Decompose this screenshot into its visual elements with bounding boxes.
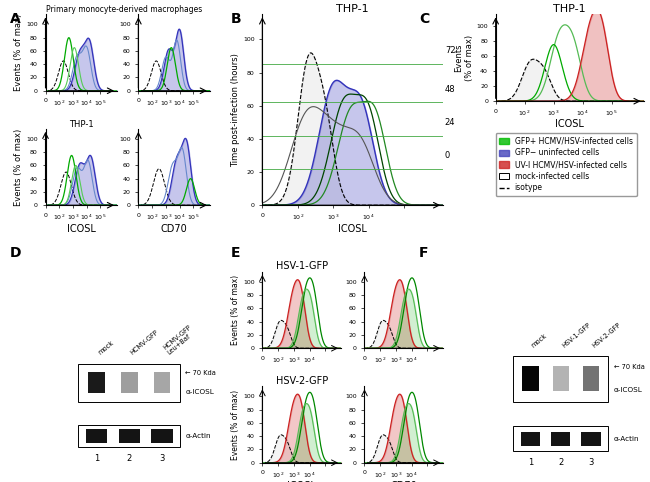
X-axis label: ICOSL: ICOSL — [338, 224, 367, 234]
Text: 3: 3 — [159, 454, 164, 463]
Text: α-ICOSL: α-ICOSL — [614, 387, 643, 393]
Text: 72: 72 — [445, 46, 456, 55]
Text: 1: 1 — [528, 457, 533, 467]
FancyBboxPatch shape — [79, 363, 180, 402]
Text: ← 70 Kda: ← 70 Kda — [185, 370, 216, 376]
Text: α-ICOSL: α-ICOSL — [185, 389, 214, 395]
Y-axis label: Events (% of max): Events (% of max) — [231, 275, 240, 345]
Text: F: F — [419, 246, 429, 260]
Bar — [552, 366, 569, 391]
Title: THP-1: THP-1 — [69, 120, 94, 129]
Bar — [521, 432, 540, 445]
X-axis label: ICOSL: ICOSL — [67, 224, 96, 234]
Text: mock: mock — [530, 332, 548, 348]
Text: mock: mock — [97, 340, 114, 356]
Text: HCMV-GFP
Leu+Baf: HCMV-GFP Leu+Baf — [162, 323, 197, 356]
Bar — [551, 432, 570, 445]
FancyBboxPatch shape — [79, 425, 180, 447]
Y-axis label: Events (% of max): Events (% of max) — [231, 389, 240, 460]
Text: 2: 2 — [558, 457, 564, 467]
Bar — [151, 429, 172, 442]
Bar — [581, 432, 601, 445]
Text: HCMV-GFP: HCMV-GFP — [129, 329, 160, 356]
Text: 48: 48 — [445, 85, 456, 94]
Y-axis label: Events (% of max): Events (% of max) — [14, 14, 23, 91]
Bar — [86, 429, 107, 442]
Bar — [121, 372, 138, 393]
Text: E: E — [231, 246, 240, 260]
Text: 3: 3 — [588, 457, 593, 467]
Text: C: C — [419, 12, 430, 26]
X-axis label: CD70: CD70 — [391, 481, 417, 482]
Bar — [153, 372, 170, 393]
Text: 2: 2 — [127, 454, 132, 463]
Bar — [523, 366, 539, 391]
Y-axis label: Events (% of max): Events (% of max) — [14, 128, 23, 206]
Title: Primary monocyte-derived macrophages: Primary monocyte-derived macrophages — [46, 5, 202, 13]
Bar — [118, 429, 140, 442]
Title: HSV-2-GFP: HSV-2-GFP — [276, 375, 328, 386]
Text: A: A — [10, 12, 21, 26]
Text: 1: 1 — [94, 454, 99, 463]
Text: HSV-1-GFP: HSV-1-GFP — [561, 321, 592, 348]
Title: THP-1: THP-1 — [337, 4, 369, 13]
Y-axis label: Time post-infection (hours): Time post-infection (hours) — [231, 53, 240, 167]
Text: B: B — [231, 12, 241, 26]
Text: α-Actin: α-Actin — [185, 433, 211, 439]
Text: 0: 0 — [445, 151, 450, 160]
Text: D: D — [10, 246, 21, 260]
Text: α-Actin: α-Actin — [614, 436, 640, 442]
Text: 24: 24 — [445, 118, 456, 127]
Bar — [583, 366, 599, 391]
Bar — [88, 372, 105, 393]
Legend: GFP+ HCMV/HSV-infected cells, GFP− uninfected cells, UV-I HCMV/HSV-infected cell: GFP+ HCMV/HSV-infected cells, GFP− uninf… — [496, 133, 636, 196]
FancyBboxPatch shape — [514, 356, 608, 402]
FancyBboxPatch shape — [514, 427, 608, 451]
Y-axis label: Events
(% of max): Events (% of max) — [454, 35, 474, 81]
Text: HSV-2-GFP: HSV-2-GFP — [591, 321, 622, 348]
Title: THP-1: THP-1 — [553, 4, 586, 13]
Title: HSV-1-GFP: HSV-1-GFP — [276, 261, 328, 271]
X-axis label: ICOSL: ICOSL — [287, 481, 316, 482]
X-axis label: CD70: CD70 — [161, 224, 187, 234]
Text: ← 70 Kda: ← 70 Kda — [614, 364, 645, 370]
X-axis label: ICOSL: ICOSL — [555, 120, 584, 130]
